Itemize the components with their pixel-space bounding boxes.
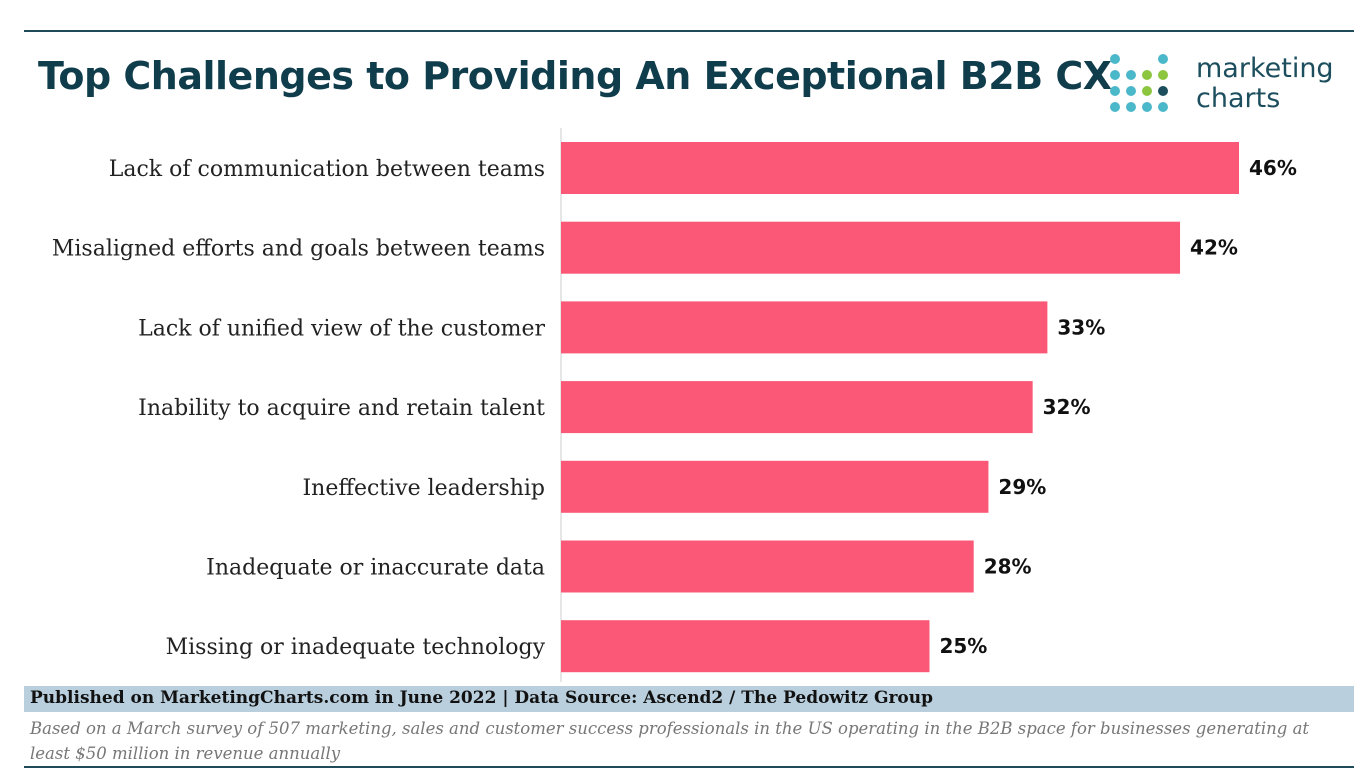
value-label: 46% [1249,156,1297,180]
logo-text: marketing charts [1196,54,1334,114]
value-label: 28% [984,555,1032,579]
bar [561,221,1181,274]
bar [561,142,1239,194]
top-rule [24,30,1354,32]
logo-dot [1158,86,1168,96]
value-label: 42% [1190,236,1238,260]
logo-line-1: marketing [1196,53,1334,84]
bar [561,301,1048,354]
bar-chart: Lack of communication between teams 46% Mi… [52,128,1297,682]
footer-note: Based on a March survey of 507 marketing… [30,719,1310,763]
footer-published: Published on MarketingCharts.com in June… [30,688,934,708]
bar [561,460,989,513]
value-label: 33% [1057,315,1105,339]
logo-dot [1126,70,1136,80]
logo-dot [1110,102,1120,112]
category-label: Misaligned efforts and goals between tea… [52,237,545,262]
logo-dot [1126,102,1136,112]
logo-line-2: charts [1196,83,1281,114]
bar [561,620,930,673]
value-label: 32% [1043,395,1091,419]
logo-dot [1142,102,1152,112]
logo-dot [1126,86,1136,96]
logo-dot [1142,70,1152,80]
bar [561,540,974,593]
logo-dot [1110,86,1120,96]
category-label: Lack of communication between teams [109,157,545,182]
chart-title: Top Challenges to Providing An Exception… [38,54,1112,98]
category-label: Ineffective leadership [302,476,545,501]
category-label: Missing or inadequate technology [166,635,546,660]
bottom-rule [24,766,1354,768]
bars-group: Lack of communication between teams 46% Mi… [52,142,1297,673]
logo-dot [1158,70,1168,80]
value-label: 25% [939,634,987,658]
logo-dot [1158,102,1168,112]
logo-dot [1110,54,1120,64]
footer-bar [24,686,1354,712]
category-label: Lack of unified view of the customer [138,316,545,341]
logo-dots-icon [1110,54,1168,112]
category-label: Inability to acquire and retain talent [138,396,545,421]
logo-dot [1142,86,1152,96]
category-label: Inadequate or inaccurate data [206,556,545,581]
value-label: 29% [998,475,1046,499]
bar [561,381,1033,434]
logo-dot [1110,70,1120,80]
logo-dot [1158,54,1168,64]
marketingcharts-logo: marketing charts [1108,52,1353,118]
